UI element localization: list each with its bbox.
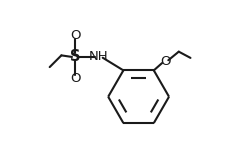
Text: O: O [70,72,81,85]
Text: O: O [70,29,81,42]
Text: O: O [160,55,171,68]
Text: S: S [70,49,81,64]
Text: NH: NH [89,50,109,63]
